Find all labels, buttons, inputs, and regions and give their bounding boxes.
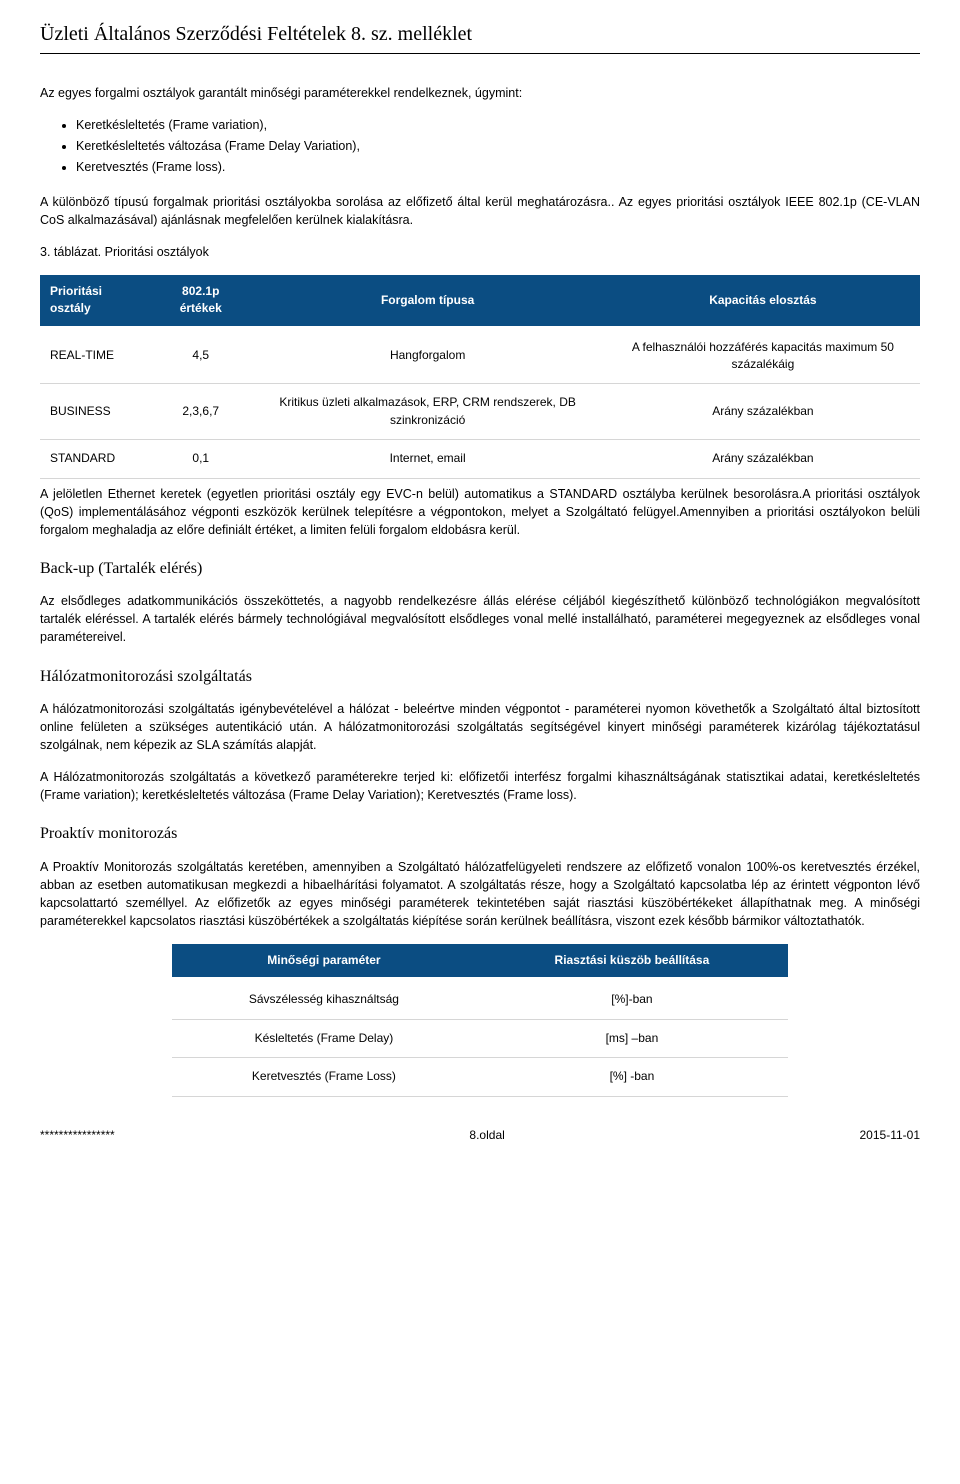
col-header: 802.1p értékek: [152, 275, 249, 327]
col-header: Forgalom típusa: [249, 275, 605, 327]
cell: [ms] –ban: [476, 1019, 788, 1057]
footer-right: 2015-11-01: [860, 1127, 921, 1144]
table-header-row: Prioritási osztály 802.1p értékek Forgal…: [40, 275, 920, 327]
cell: Arány százalékban: [606, 384, 920, 440]
section-heading-monitoring: Hálózatmonitorozási szolgáltatás: [40, 665, 920, 688]
page-footer: **************** 8.oldal 2015-11-01: [40, 1127, 920, 1144]
cell: Keretvesztés (Frame Loss): [172, 1058, 476, 1096]
section-heading-proactive: Proaktív monitorozás: [40, 822, 920, 845]
paragraph: A Proaktív Monitorozás szolgáltatás kere…: [40, 858, 920, 931]
priority-table: Prioritási osztály 802.1p értékek Forgal…: [40, 275, 920, 479]
bullet-list: Keretkésleltetés (Frame variation), Kere…: [76, 116, 920, 176]
paragraph: A jelöletlen Ethernet keretek (egyetlen …: [40, 485, 920, 539]
cell: A felhasználói hozzáférés kapacitás maxi…: [606, 327, 920, 384]
col-header: Riasztási küszöb beállítása: [476, 944, 788, 979]
table-row: STANDARD 0,1 Internet, email Arány száza…: [40, 440, 920, 478]
cell: Hangforgalom: [249, 327, 605, 384]
cell: 0,1: [152, 440, 249, 478]
cell: REAL-TIME: [40, 327, 152, 384]
table-row: Késleltetés (Frame Delay) [ms] –ban: [172, 1019, 788, 1057]
intro-paragraph: Az egyes forgalmi osztályok garantált mi…: [40, 84, 920, 102]
footer-center: 8.oldal: [469, 1127, 504, 1144]
cell: Késleltetés (Frame Delay): [172, 1019, 476, 1057]
cell: BUSINESS: [40, 384, 152, 440]
table-caption: 3. táblázat. Prioritási osztályok: [40, 243, 920, 261]
col-header: Kapacitás elosztás: [606, 275, 920, 327]
cell: STANDARD: [40, 440, 152, 478]
col-header: Minőségi paraméter: [172, 944, 476, 979]
table-row: BUSINESS 2,3,6,7 Kritikus üzleti alkalma…: [40, 384, 920, 440]
page-title: Üzleti Általános Szerződési Feltételek 8…: [40, 20, 920, 54]
list-item: Keretkésleltetés változása (Frame Delay …: [76, 137, 920, 155]
footer-left: ****************: [40, 1127, 115, 1144]
paragraph: Az elsődleges adatkommunikációs összeköt…: [40, 592, 920, 646]
cell: [%]-ban: [476, 979, 788, 1019]
list-item: Keretvesztés (Frame loss).: [76, 158, 920, 176]
paragraph: A hálózatmonitorozási szolgáltatás igény…: [40, 700, 920, 754]
paragraph: A Hálózatmonitorozás szolgáltatás a köve…: [40, 768, 920, 804]
table-row: Keretvesztés (Frame Loss) [%] -ban: [172, 1058, 788, 1096]
table-header-row: Minőségi paraméter Riasztási küszöb beál…: [172, 944, 788, 979]
table-row: Sávszélesség kihasználtság [%]-ban: [172, 979, 788, 1019]
cell: Internet, email: [249, 440, 605, 478]
section-heading-backup: Back-up (Tartalék elérés): [40, 557, 920, 580]
list-item: Keretkésleltetés (Frame variation),: [76, 116, 920, 134]
cell: [%] -ban: [476, 1058, 788, 1096]
table-row: REAL-TIME 4,5 Hangforgalom A felhasználó…: [40, 327, 920, 384]
cell: Kritikus üzleti alkalmazások, ERP, CRM r…: [249, 384, 605, 440]
paragraph: A különböző típusú forgalmak prioritási …: [40, 193, 920, 229]
cell: Sávszélesség kihasználtság: [172, 979, 476, 1019]
cell: 2,3,6,7: [152, 384, 249, 440]
threshold-table: Minőségi paraméter Riasztási küszöb beál…: [172, 944, 788, 1097]
col-header: Prioritási osztály: [40, 275, 152, 327]
cell: 4,5: [152, 327, 249, 384]
cell: Arány százalékban: [606, 440, 920, 478]
